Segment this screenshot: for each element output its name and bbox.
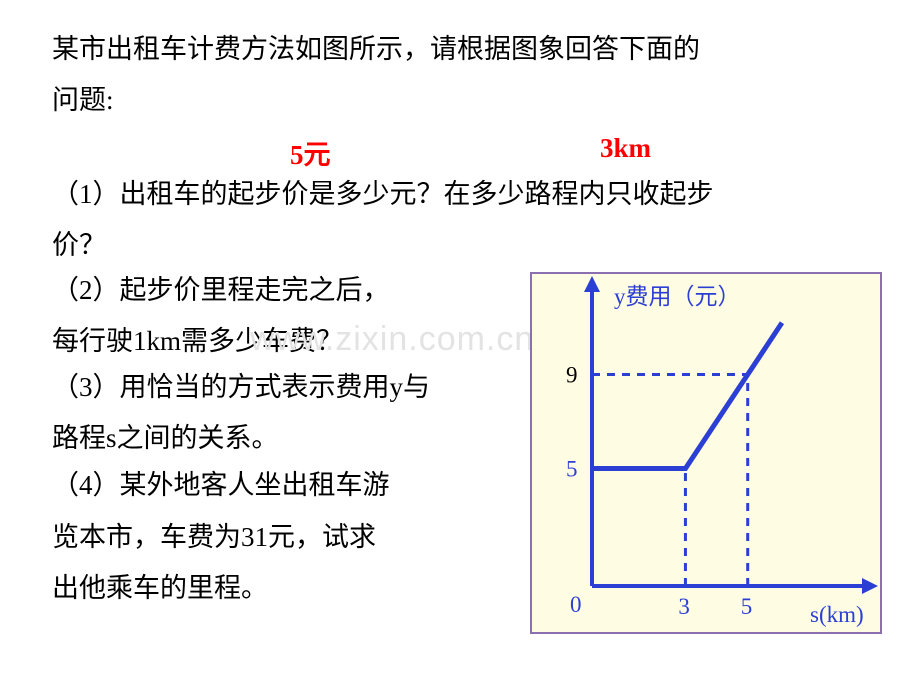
- chart-y-label: y费用（元）: [614, 284, 741, 309]
- question-1-line1: （1）出租车的起步价是多少元？在多少路程内只收起步: [52, 169, 880, 220]
- chart-ytick: 5: [566, 457, 578, 482]
- chart-svg: y费用（元） s(km) 0 3 5 5 9: [532, 274, 880, 632]
- chart-xtick: 3: [678, 594, 690, 619]
- chart-xtick: 5: [741, 594, 753, 619]
- chart-origin: 0: [570, 592, 582, 617]
- spacer: [52, 127, 880, 169]
- page: www.zixin.com.cn 某市出租车计费方法如图所示，请根据图象回答下面…: [0, 0, 920, 690]
- answer-annotation-price: 5元: [290, 133, 331, 172]
- chart-ytick: 9: [566, 363, 578, 388]
- chart-x-label: s(km): [810, 602, 864, 627]
- question-1-line2: 价？: [52, 220, 880, 271]
- answer-annotation-distance: 3km: [600, 133, 651, 164]
- problem-intro-line2: 问题:: [52, 75, 880, 126]
- fare-chart: y费用（元） s(km) 0 3 5 5 9: [530, 272, 882, 634]
- problem-intro-line1: 某市出租车计费方法如图所示，请根据图象回答下面的: [52, 24, 880, 75]
